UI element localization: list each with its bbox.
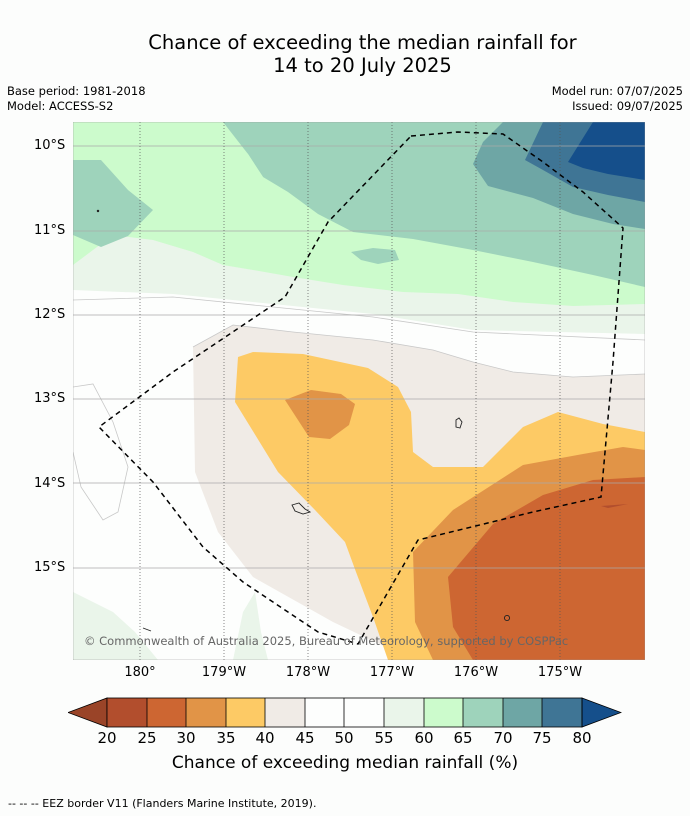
copyright-credit: © Commonwealth of Australia 2025, Bureau… xyxy=(84,634,569,648)
colorbar-tick-80: 80 xyxy=(572,729,592,747)
contour-lines xyxy=(73,296,645,521)
colorbar-50-55 xyxy=(344,698,384,727)
zone-30-35-patch xyxy=(285,390,355,439)
colorbar-20-25 xyxy=(107,698,147,727)
latitude-gridlines xyxy=(73,145,645,569)
lon-label-175w: 175°W xyxy=(537,665,583,680)
island-5 xyxy=(96,209,100,213)
issued-text: Issued: 09/07/2025 xyxy=(572,99,683,113)
lon-label-177w: 177°W xyxy=(369,665,415,680)
lon-label-179w: 179°W xyxy=(201,665,247,680)
island-2 xyxy=(291,502,312,515)
zone-55-60-south xyxy=(233,592,268,660)
colorbar-arrow-below-20 xyxy=(68,697,108,728)
lat-label-12s: 12°S xyxy=(34,307,66,322)
colorbar-40-45 xyxy=(265,698,305,727)
zone-25-30 xyxy=(448,477,645,660)
colorbar-tick-45: 45 xyxy=(295,729,315,747)
colorbar-35-40 xyxy=(226,698,265,727)
colorbar-tick-50: 50 xyxy=(334,729,354,747)
model-run-text: Model run: 07/07/2025 xyxy=(551,84,683,98)
colorbar-25-30 xyxy=(147,698,186,727)
colorbar-60-65 xyxy=(424,698,463,727)
meta-right: Model run: 07/07/2025 Issued: 09/07/2025 xyxy=(552,84,683,114)
lat-label-11s: 11°S xyxy=(34,223,66,238)
colorbar-tick-35: 35 xyxy=(216,729,236,747)
colorbar-55-60 xyxy=(384,698,424,727)
colorbar-tick-65: 65 xyxy=(453,729,473,747)
lat-label-10s: 10°S xyxy=(34,138,66,153)
colorbar-tick-75: 75 xyxy=(532,729,552,747)
island-3 xyxy=(503,614,511,622)
island-1 xyxy=(455,417,463,429)
eez-border xyxy=(97,131,624,645)
colorbar-tick-55: 55 xyxy=(374,729,394,747)
colorbar-arrow-above-80 xyxy=(581,697,622,728)
colorbar-70-75 xyxy=(503,698,542,727)
colorbar-45-50 xyxy=(305,698,344,727)
meta-left: Base period: 1981-2018 Model: ACCESS-S2 xyxy=(7,84,146,114)
map-title-line-1: Chance of exceeding the median rainfall … xyxy=(148,31,577,54)
model-text: Model: ACCESS-S2 xyxy=(7,99,114,113)
colorbar-tick-25: 25 xyxy=(137,729,157,747)
zone-60-65-north xyxy=(73,122,263,177)
lon-label-180: 180° xyxy=(124,665,156,680)
colorbar-tick-70: 70 xyxy=(493,729,513,747)
zone-above-80 xyxy=(568,122,645,180)
colorbar-label: Chance of exceeding median rainfall (%) xyxy=(171,753,519,773)
zone-55-60-sw xyxy=(73,592,158,660)
islands xyxy=(96,209,511,632)
lat-label-15s: 15°S xyxy=(34,560,66,575)
colorbar-tick-30: 30 xyxy=(176,729,196,747)
colorbar-tick-40: 40 xyxy=(255,729,275,747)
colorbar-75-80 xyxy=(542,698,582,727)
colorbar-65-70 xyxy=(463,698,503,727)
colorbar-tick-20: 20 xyxy=(97,729,117,747)
colorbar-tick-60: 60 xyxy=(414,729,434,747)
rainfall-probability-map xyxy=(73,122,645,660)
lon-label-178w: 178°W xyxy=(285,665,331,680)
zone-20-25-patch xyxy=(601,504,628,508)
colorbar-30-35 xyxy=(186,698,226,727)
colorbar xyxy=(68,697,622,728)
map-title-line-2: 14 to 20 July 2025 xyxy=(273,54,452,77)
island-4 xyxy=(142,627,152,632)
eez-legend-text: -- -- -- EEZ border V11 (Flanders Marine… xyxy=(8,797,317,810)
lat-label-14s: 14°S xyxy=(34,476,66,491)
zone-65-70-patch xyxy=(351,248,399,264)
lon-label-176w: 176°W xyxy=(453,665,499,680)
lat-label-13s: 13°S xyxy=(34,391,66,406)
base-period-text: Base period: 1981-2018 xyxy=(7,84,146,98)
colorbar-outlines xyxy=(106,697,583,728)
map-title: Chance of exceeding the median rainfall … xyxy=(0,31,690,77)
zone-65-70-west xyxy=(73,160,153,247)
